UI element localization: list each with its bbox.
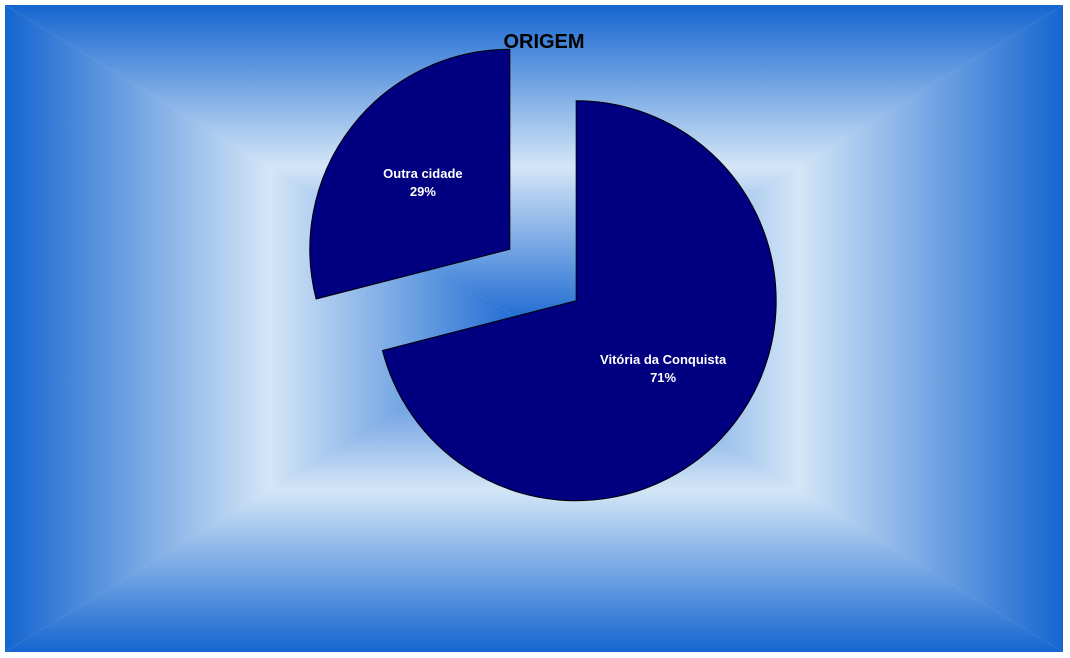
background-shade-top — [5, 5, 1063, 329]
background-shade-left — [5, 5, 534, 652]
chart-area: ORIGEM Vitória da Conquista 71% Outra cida… — [5, 5, 1063, 652]
slice-percent-label: 29% — [410, 184, 436, 199]
slice-percent-label: 71% — [650, 370, 676, 385]
slice-category-label: Outra cidade — [383, 166, 462, 181]
pie-slice-outra-cidade — [309, 48, 511, 300]
background-shade-right — [534, 5, 1063, 652]
pie-slice-vitoria-da-conquista — [381, 100, 777, 502]
pie-chart: ORIGEM Vitória da Conquista 71% Outra cida… — [5, 5, 1063, 652]
chart-title: ORIGEM — [503, 31, 584, 53]
slice-category-label: Vitória da Conquista — [600, 352, 727, 367]
pie-labels: Vitória da Conquista 71% Outra cidade 29% — [383, 166, 727, 385]
pie-slices — [309, 48, 777, 502]
